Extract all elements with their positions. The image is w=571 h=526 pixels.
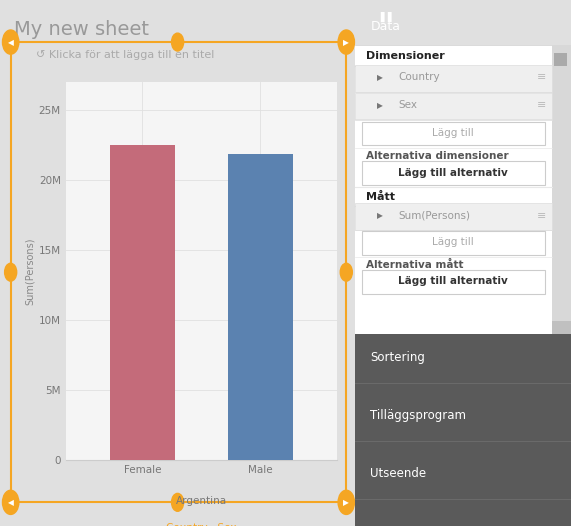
Text: Country: Country: [399, 72, 440, 83]
Text: Sortering: Sortering: [370, 351, 425, 364]
Bar: [228, 155, 293, 460]
Text: ◀: ◀: [8, 37, 14, 47]
Text: Data: Data: [370, 20, 400, 33]
Text: Lägg till alternativ: Lägg till alternativ: [399, 167, 508, 178]
Text: Dimensioner: Dimensioner: [366, 51, 445, 62]
Text: ▶: ▶: [343, 498, 349, 507]
Text: Sex: Sex: [399, 100, 417, 110]
Text: ▶: ▶: [343, 37, 349, 47]
Text: Argentina: Argentina: [176, 496, 227, 506]
Bar: [361, 270, 545, 294]
Bar: [355, 203, 552, 230]
Bar: [552, 321, 571, 334]
Bar: [355, 93, 552, 120]
Bar: [355, 334, 571, 526]
Text: Utseende: Utseende: [370, 467, 427, 480]
Circle shape: [2, 490, 19, 514]
Text: Sum(Persons): Sum(Persons): [399, 210, 471, 221]
Bar: [361, 122, 545, 145]
Text: ▐ ▌: ▐ ▌: [377, 12, 395, 22]
Circle shape: [338, 490, 355, 514]
Bar: [355, 65, 552, 92]
Text: Lägg till: Lägg till: [432, 237, 475, 247]
Text: My new sheet: My new sheet: [14, 20, 149, 39]
Bar: [110, 145, 175, 460]
Circle shape: [2, 30, 19, 54]
Text: ↺ Klicka för att lägga till en titel: ↺ Klicka för att lägga till en titel: [35, 50, 214, 60]
Text: Alternativa mått: Alternativa mått: [366, 259, 464, 270]
Bar: [11, 42, 346, 502]
Bar: [552, 45, 571, 334]
Text: Lägg till: Lägg till: [432, 127, 475, 138]
Circle shape: [5, 264, 17, 281]
Bar: [355, 45, 571, 334]
Text: ≡: ≡: [537, 72, 546, 83]
Y-axis label: Sum(Persons): Sum(Persons): [25, 237, 34, 305]
Text: ▶: ▶: [377, 73, 383, 82]
Bar: [554, 53, 566, 66]
Text: Lägg till alternativ: Lägg till alternativ: [399, 276, 508, 286]
Text: ≡: ≡: [537, 210, 546, 221]
Text: ▶: ▶: [377, 100, 383, 110]
Circle shape: [171, 33, 184, 51]
Text: ◀: ◀: [8, 498, 14, 507]
Circle shape: [338, 30, 355, 54]
Bar: [361, 231, 545, 255]
Bar: [361, 161, 545, 185]
Text: Tilläggsprogram: Tilläggsprogram: [370, 409, 467, 422]
Text: Mått: Mått: [366, 191, 395, 202]
Circle shape: [340, 264, 352, 281]
Text: ▶: ▶: [377, 211, 383, 220]
Text: ≡: ≡: [537, 100, 546, 110]
Text: Alternativa dimensioner: Alternativa dimensioner: [366, 151, 509, 161]
Text: Country , Sex: Country , Sex: [166, 523, 236, 526]
Circle shape: [171, 493, 184, 511]
